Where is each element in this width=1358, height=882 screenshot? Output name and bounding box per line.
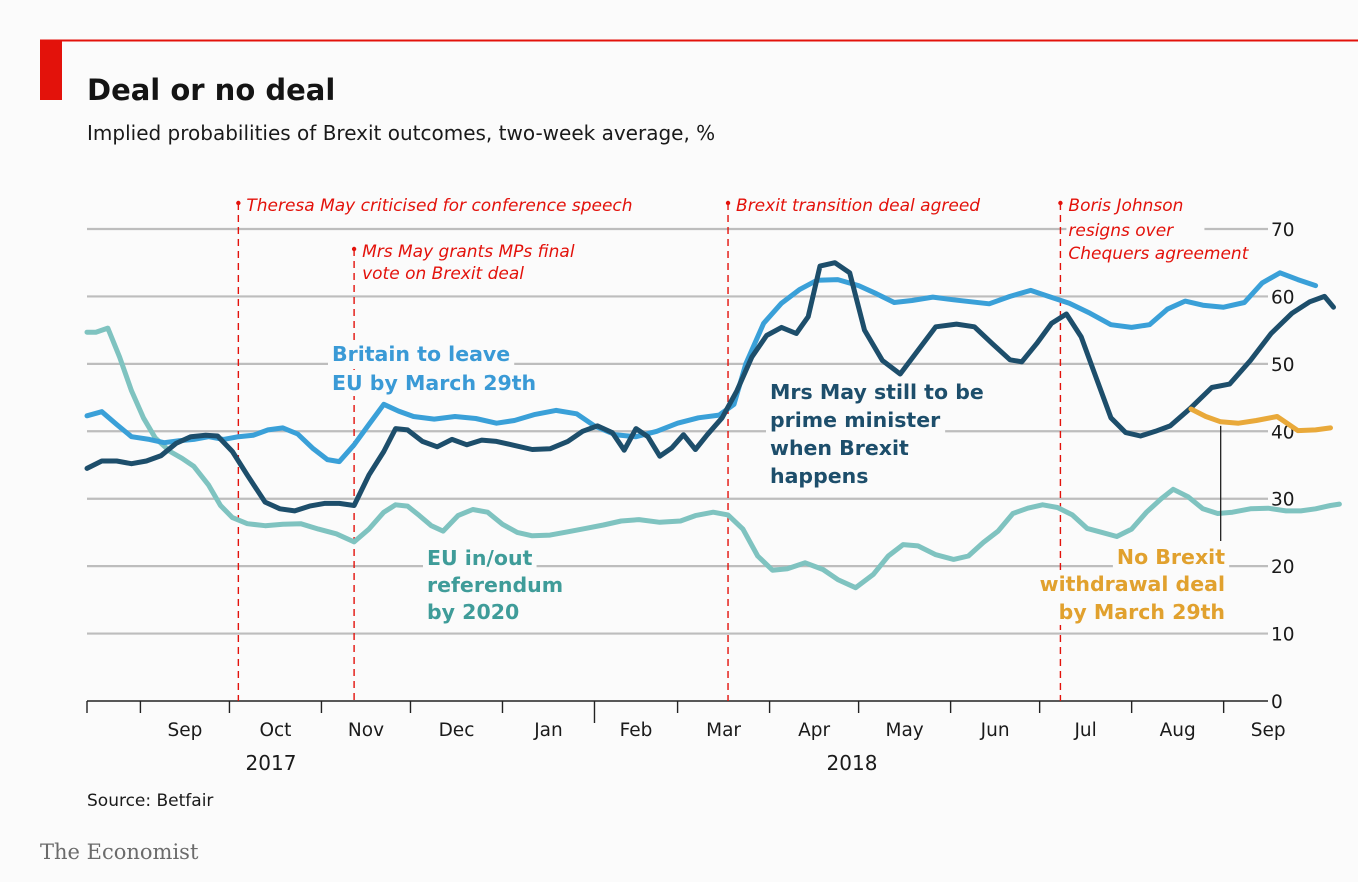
series-line: [84, 260, 1336, 514]
x-axis: Sep Oct Nov Dec Jan Feb Mar Apr May Jun Jul Aug Sep 2…: [86, 701, 1286, 775]
chart-subtitle: Implied probabilities of Brexit outcomes…: [87, 121, 715, 145]
series-labels: EU in/out referendum by 2020 Britain to lea…: [328, 341, 1230, 625]
event-markers: Theresa May criticised for conference sp…: [236, 196, 1250, 701]
x-tick-label: Nov: [348, 720, 384, 741]
chart-title: Deal or no deal: [87, 73, 335, 107]
event-label: resigns over: [1068, 221, 1174, 241]
series-lines: [84, 260, 1342, 591]
series-label-bg: [766, 407, 946, 433]
x-tick-label: Dec: [439, 720, 475, 741]
series-label: when Brexit: [770, 436, 909, 460]
series-label: prime minister: [770, 408, 941, 432]
y-tick-label: 70: [1271, 220, 1295, 241]
x-tick-label: Apr: [798, 720, 830, 741]
gridlines: 0 10 20 30 40 50 60 70: [87, 220, 1295, 713]
x-tick-label: Aug: [1160, 720, 1196, 741]
x-tick-label: Mar: [706, 720, 741, 741]
x-tick-label: Jun: [980, 720, 1010, 741]
x-tick-label: Oct: [259, 720, 291, 741]
series-label: EU in/out: [427, 546, 533, 570]
event-label: Boris Johnson: [1068, 196, 1183, 216]
year-label: 2017: [246, 751, 297, 775]
series-label-bg: [766, 435, 914, 461]
series-label: Britain to leave: [332, 342, 510, 366]
source-note: Source: Betfair: [87, 791, 213, 811]
y-tick-label: 0: [1271, 692, 1283, 713]
y-tick-label: 10: [1271, 625, 1295, 646]
x-tick-label: Sep: [1251, 720, 1286, 741]
series-label-bg: [766, 379, 988, 405]
series-label: withdrawal deal: [1040, 572, 1225, 596]
event-label: Theresa May criticised for conference sp…: [246, 196, 632, 216]
red-tag: [40, 40, 62, 100]
series-line: [84, 270, 1319, 465]
y-tick-label: 50: [1271, 355, 1295, 376]
year-label: 2018: [827, 751, 878, 775]
series-label-bg: [1112, 544, 1230, 570]
series-line: [84, 325, 1342, 591]
series-label-bg: [328, 370, 541, 396]
event-dot: [725, 200, 731, 206]
series-label-bg: [1035, 571, 1229, 597]
series-label: EU by March 29th: [332, 371, 536, 395]
series-label: by 2020: [427, 600, 519, 624]
series-label: Mrs May still to be: [770, 380, 984, 404]
series-label-bg: [423, 545, 537, 571]
x-tick-label: Sep: [167, 720, 202, 741]
event-dot: [351, 246, 357, 252]
y-tick-label: 30: [1271, 490, 1295, 511]
x-tick-label: Feb: [620, 720, 653, 741]
event-label: vote on Brexit deal: [362, 264, 524, 284]
series-line: [1188, 406, 1333, 434]
brand-logo: The Economist: [40, 840, 199, 864]
y-tick-label: 20: [1271, 557, 1295, 578]
event-label: Mrs May grants MPs final: [362, 242, 575, 262]
series-label-bg: [766, 463, 873, 489]
event-label: Brexit transition deal agreed: [736, 196, 980, 216]
x-tick-label: Jul: [1073, 720, 1096, 741]
y-tick-label: 40: [1271, 422, 1295, 443]
series-label: by March 29th: [1059, 600, 1225, 624]
x-tick-label: May: [885, 720, 923, 741]
series-label: No Brexit: [1117, 545, 1225, 569]
series-label-bg: [423, 599, 524, 625]
event-dot: [1058, 200, 1063, 206]
event-label-bg: [1066, 220, 1205, 242]
event-dot: [236, 200, 241, 206]
series-label-bg: [328, 341, 515, 367]
series-label-bg: [1054, 599, 1229, 625]
series-label-bg: [423, 572, 568, 598]
y-tick-label: 60: [1271, 287, 1295, 308]
series-label: referendum: [427, 573, 563, 597]
series-label: happens: [770, 464, 868, 488]
event-label: Chequers agreement: [1068, 244, 1249, 264]
x-tick-label: Jan: [533, 720, 563, 741]
